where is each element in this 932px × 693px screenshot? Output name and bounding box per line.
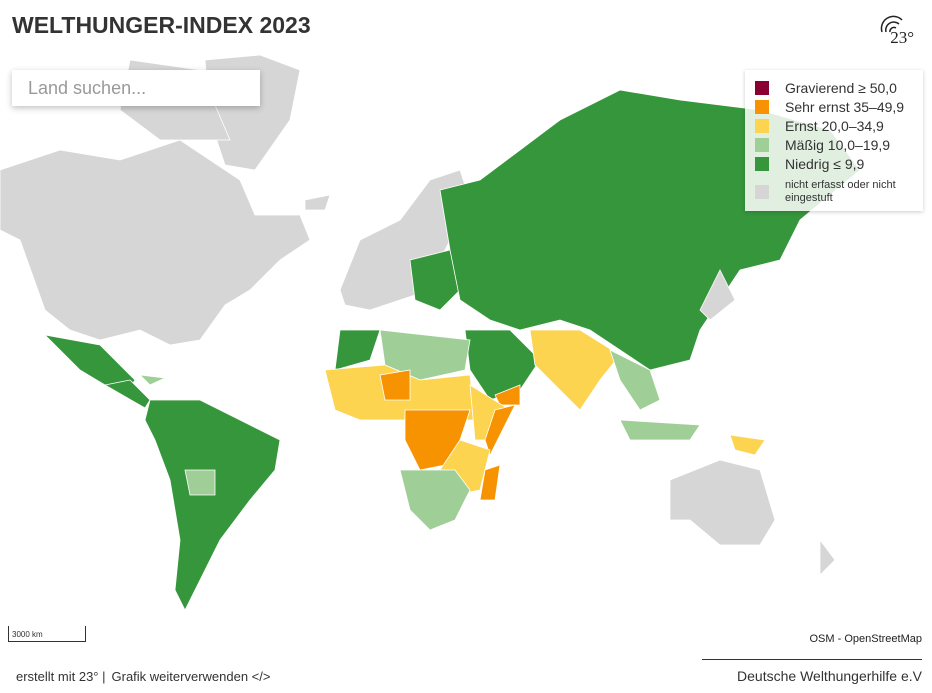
country[interactable] [819,538,836,576]
legend-label: Niedrig ≤ 9,9 [785,155,865,172]
legend-swatch [755,137,769,152]
logo-rings [880,15,903,33]
legend-label: Ernst 20,0–34,9 [785,117,884,134]
footer-left: erstellt mit 23° | Grafik weiterverwenden… [16,669,270,684]
legend-item[interactable]: Sehr ernst 35–49,9 [755,97,915,116]
source: Deutsche Welthungerhilfe e.V [702,659,922,684]
country[interactable] [729,434,766,456]
country[interactable] [529,329,621,411]
legend-swatch [755,118,769,133]
world-map[interactable] [0,50,932,640]
country[interactable] [304,194,331,211]
legend-item[interactable]: Ernst 20,0–34,9 [755,116,915,135]
search-box[interactable]: Land suchen... [12,70,260,106]
country[interactable] [379,369,411,401]
logo-text: 23° [890,28,914,47]
country[interactable] [409,249,461,311]
country[interactable] [669,459,776,546]
legend-swatch [755,99,769,114]
legend-item[interactable]: Mäßig 10,0–19,9 [755,135,915,154]
country[interactable] [619,419,701,441]
legend-swatch [755,185,769,199]
legend-item[interactable]: nicht erfasst oder nicht eingestuft [755,179,915,205]
country[interactable] [479,464,501,501]
legend-swatch [755,80,769,95]
country[interactable] [399,469,471,531]
legend-label: Mäßig 10,0–19,9 [785,136,891,153]
legend-item[interactable]: Niedrig ≤ 9,9 [755,154,915,173]
country[interactable] [103,379,151,409]
legend-label: Gravierend ≥ 50,0 [785,79,897,96]
created-link[interactable]: erstellt mit 23° | [16,669,106,684]
country[interactable] [379,329,471,381]
legend-item[interactable]: Gravierend ≥ 50,0 [755,78,915,97]
attribution[interactable]: OSM - OpenStreetMap [809,633,923,645]
logo[interactable]: 23° [878,10,920,50]
country[interactable] [334,329,381,371]
reuse-link[interactable]: Grafik weiterverwenden </> [111,669,271,684]
legend: Gravierend ≥ 50,0 Sehr ernst 35–49,9 Ernst… [745,70,923,211]
country[interactable] [0,139,311,346]
country[interactable] [609,349,661,411]
country[interactable] [144,399,281,611]
country[interactable] [699,269,736,321]
country[interactable] [484,404,516,457]
title: WELTHUNGER-INDEX 2023 [12,12,311,38]
country[interactable] [494,384,521,406]
country[interactable] [138,374,167,386]
legend-swatch [755,156,769,171]
country[interactable] [184,469,216,496]
legend-label: nicht erfasst oder nicht eingestuft [785,179,896,204]
legend-label: Sehr ernst 35–49,9 [785,98,905,115]
scale-bar: 3000 km [8,626,86,642]
